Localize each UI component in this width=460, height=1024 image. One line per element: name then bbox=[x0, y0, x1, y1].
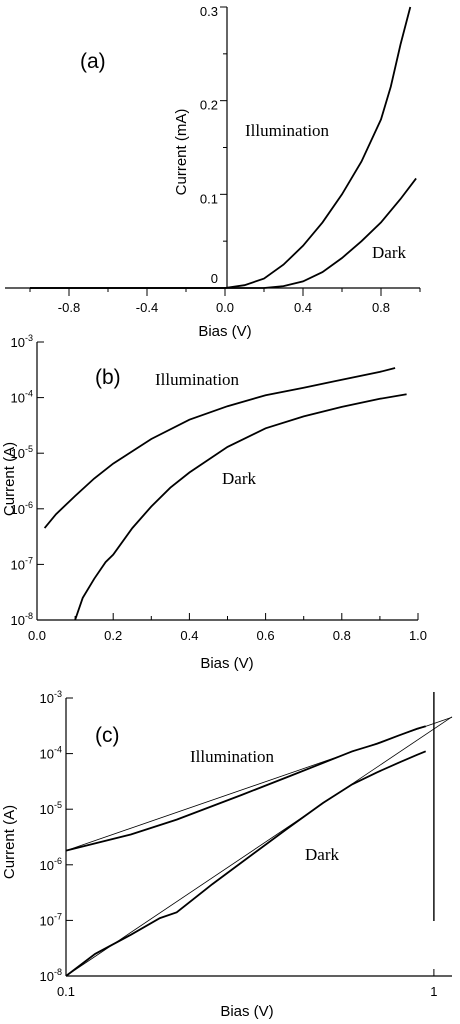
panel-a-x-tick-label: -0.8 bbox=[58, 300, 80, 315]
panel-c-x-tick-label: 0.1 bbox=[57, 984, 75, 999]
panel-a-y-tick-label: 0.1 bbox=[200, 191, 218, 206]
panel-a-dark-label: Dark bbox=[372, 243, 406, 262]
panel-c-y-tick-label: 10-3 bbox=[40, 689, 62, 706]
panel-c-y-tick-label: 10-8 bbox=[40, 967, 62, 984]
panel-c-series-dark-line bbox=[65, 750, 427, 977]
panel-c-dark-fit-line bbox=[65, 716, 453, 977]
panel-a-y-tick-label: 0 bbox=[211, 271, 218, 286]
panel-a-x-tick-label: 0.8 bbox=[372, 300, 390, 315]
panel-a-x-tick-label: 0.4 bbox=[294, 300, 312, 315]
panel-c-y-tick-label: 10-4 bbox=[40, 745, 62, 762]
panel-b-x-tick-label: 0.8 bbox=[333, 628, 351, 643]
panel-b-y-tick-label: 10-6 bbox=[11, 500, 33, 517]
panel-a-series-illumination-line bbox=[30, 6, 412, 289]
panel-b-y-tick-label: 10-4 bbox=[11, 389, 33, 406]
panel-c-y-axis-title: Current (A) bbox=[1, 805, 18, 879]
panel-a-x-tick-label: -0.4 bbox=[136, 300, 158, 315]
panel-b-x-axis-title: Bias (V) bbox=[200, 655, 253, 672]
panel-c-dark-label: Dark bbox=[305, 845, 339, 864]
panel-a: (a) Bias (V) Current (mA) Illumination D… bbox=[5, 4, 421, 340]
panel-b-y-tick-label: 10-8 bbox=[11, 611, 33, 628]
panel-b-illumination-label: Illumination bbox=[155, 370, 240, 389]
panel-b-x-tick-label: 0.0 bbox=[28, 628, 46, 643]
panel-b-dark-label: Dark bbox=[222, 469, 256, 488]
panel-b-y-tick-label: 10-7 bbox=[11, 555, 33, 572]
panel-b-label: (b) bbox=[95, 366, 121, 389]
panel-b-y-tick-label: 10-5 bbox=[11, 444, 33, 461]
panel-c: (c) Bias (V) Current (A) Illumination Da… bbox=[1, 689, 453, 1020]
panel-c-illumination-label: Illumination bbox=[190, 747, 275, 766]
panel-c-x-tick-label: 1 bbox=[430, 984, 437, 999]
panel-a-series-dark-line bbox=[30, 177, 417, 289]
panel-a-illumination-label: Illumination bbox=[245, 121, 330, 140]
panel-a-y-tick-label: 0.3 bbox=[200, 4, 218, 19]
panel-b-y-axis-title: Current (A) bbox=[1, 442, 18, 516]
panel-a-x-tick-label: 0.0 bbox=[216, 300, 234, 315]
panel-a-x-axis-title: Bias (V) bbox=[198, 323, 251, 340]
panel-a-y-axis-title: Current (mA) bbox=[173, 109, 190, 196]
panel-b-series-illumination-line bbox=[43, 367, 396, 529]
panel-b: (b) Bias (V) Current (A) Illumination Da… bbox=[1, 333, 427, 672]
panel-c-label: (c) bbox=[95, 724, 120, 747]
panel-c-x-axis-title: Bias (V) bbox=[220, 1003, 273, 1020]
panel-c-illumination-fit-line bbox=[65, 716, 453, 851]
panel-b-series-dark-line bbox=[74, 393, 407, 621]
panel-b-x-tick-label: 0.2 bbox=[104, 628, 122, 643]
panel-b-x-tick-label: 1.0 bbox=[409, 628, 427, 643]
panel-b-x-tick-label: 0.6 bbox=[257, 628, 275, 643]
panel-b-x-tick-label: 0.4 bbox=[180, 628, 198, 643]
panel-b-y-tick-label: 10-3 bbox=[11, 333, 33, 350]
panel-c-y-tick-label: 10-5 bbox=[40, 800, 62, 817]
panel-a-y-tick-label: 0.2 bbox=[200, 98, 218, 113]
panel-c-y-tick-label: 10-6 bbox=[40, 856, 62, 873]
panel-c-y-tick-label: 10-7 bbox=[40, 911, 62, 928]
panel-a-label: (a) bbox=[80, 50, 106, 73]
